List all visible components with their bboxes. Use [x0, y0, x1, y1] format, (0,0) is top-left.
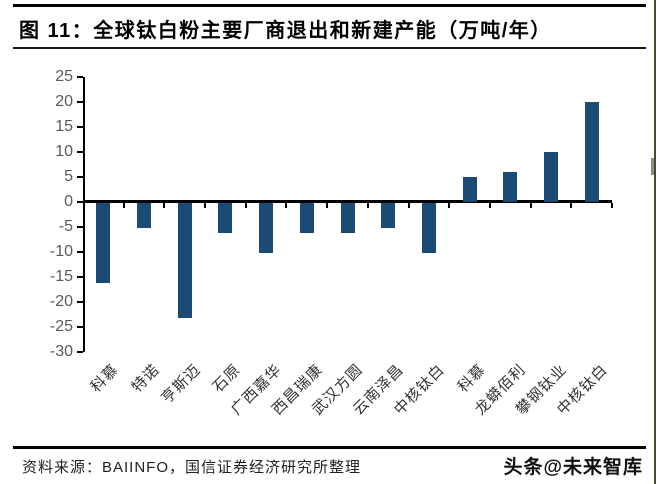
bar-云南泽昌 — [381, 203, 396, 228]
page-right-border — [654, 0, 656, 484]
bar-武汉方圆 — [340, 203, 355, 233]
y-axis-tick — [77, 226, 83, 228]
top-rule — [13, 4, 646, 7]
y-axis-tick — [77, 101, 83, 103]
x-axis-tick — [448, 203, 451, 208]
x-axis-tick — [570, 203, 573, 208]
x-axis-tick — [204, 203, 207, 208]
y-axis-tick — [77, 176, 83, 178]
edge-artifact-dash — [651, 158, 654, 175]
footer-rule — [13, 446, 646, 449]
y-axis-tick — [77, 201, 83, 203]
x-axis-category-label-text: 亨斯迈 — [157, 361, 204, 408]
plot-area: 25 20 15 10 5 0 -5 -10 -15 -20 -25 -30 — [50, 68, 613, 360]
y-axis-tick-label: 10 — [55, 143, 73, 160]
y-axis-tick — [77, 76, 83, 78]
x-axis-tick — [529, 203, 532, 208]
bar-特诺 — [137, 203, 152, 228]
y-axis-tick — [77, 351, 83, 353]
y-axis-tick — [77, 151, 83, 153]
bar-中核钛白 — [584, 102, 599, 202]
bar-亨斯迈 — [177, 203, 192, 318]
y-axis-tick-label: 15 — [55, 118, 73, 135]
figure-title: 图 11：全球钛白粉主要厂商退出和新建产能（万吨/年） — [19, 20, 552, 42]
y-axis-tick-label: -25 — [49, 318, 73, 335]
y-axis-tick-label: -30 — [49, 343, 73, 360]
x-axis-tick — [326, 203, 329, 208]
x-axis-labels: 科慕 特诺 亨斯迈 石原 广西嘉华 西昌瑞康 武汉方圆 云南泽昌 中核钛白 科慕 龙蟒佰利 攀钢钛业中… — [83, 357, 612, 447]
source-attribution: 资料来源：BAIINFO，国信证券经济研究所整理 — [22, 459, 362, 476]
y-axis-tick-label: -20 — [49, 293, 73, 310]
bar-西昌瑞康 — [299, 203, 314, 233]
y-axis-tick-label: 5 — [64, 168, 73, 185]
y-axis-line — [83, 77, 85, 352]
y-axis-tick-label: -15 — [49, 268, 73, 285]
y-axis-tick-label: 0 — [64, 193, 73, 210]
x-axis-tick — [407, 203, 410, 208]
bar-龙蟒佰利 — [503, 172, 518, 202]
watermark-text: 头条@未来智库 — [503, 457, 643, 478]
x-axis-tick — [611, 203, 613, 208]
bar-攀钢钛业 — [543, 152, 558, 202]
bar-科慕 — [462, 177, 477, 202]
x-axis-tick — [366, 203, 369, 208]
title-divider — [13, 47, 646, 49]
bar-中核钛白 — [421, 203, 436, 253]
x-axis-category-label-text: 科慕 — [87, 361, 123, 396]
bar-科慕 — [96, 203, 111, 283]
x-axis-tick — [488, 203, 491, 208]
x-axis-tick — [122, 203, 125, 208]
x-axis-tick — [244, 203, 247, 208]
y-axis-tick — [77, 301, 83, 303]
x-axis-tick — [285, 203, 288, 208]
y-axis-tick-label: -5 — [58, 218, 73, 235]
y-axis-tick — [77, 126, 83, 128]
x-axis-tick — [163, 203, 166, 208]
y-axis-tick — [77, 276, 83, 278]
x-axis-line — [83, 200, 612, 203]
y-axis-tick-label: 20 — [55, 93, 73, 110]
y-axis-tick — [77, 326, 83, 328]
bar-广西嘉华 — [259, 203, 274, 253]
y-axis-tick-label: 25 — [55, 68, 73, 85]
y-axis-tick — [77, 251, 83, 253]
bar-石原 — [218, 203, 233, 233]
y-axis-tick-label: -10 — [49, 243, 73, 260]
